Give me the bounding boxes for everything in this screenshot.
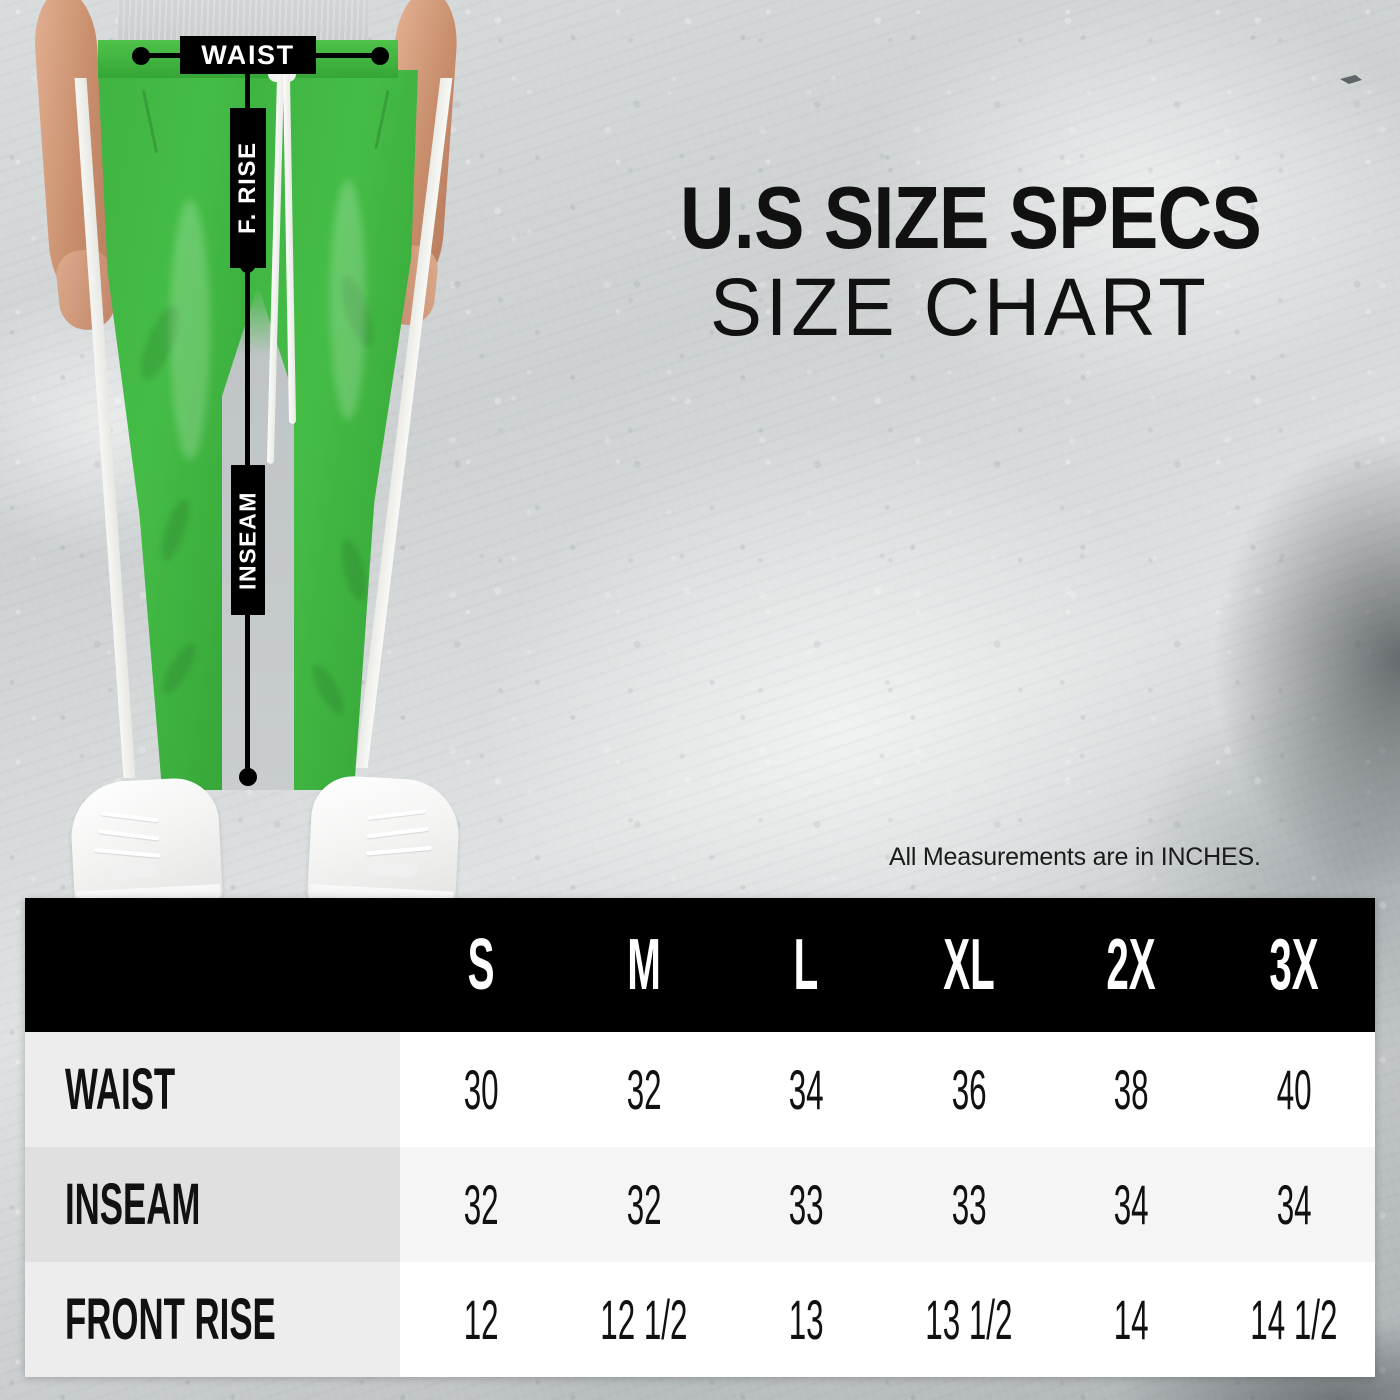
- table-header-row: S M L XL 2X 3X: [25, 898, 1375, 1032]
- cell-front-rise-s: 12: [400, 1262, 563, 1377]
- cell-inseam-2x: 34: [1050, 1147, 1213, 1262]
- row-label-text: INSEAM: [65, 1171, 201, 1237]
- cell-front-rise-2x: 14: [1050, 1262, 1213, 1377]
- cell-value: 32: [463, 1172, 499, 1236]
- cell-inseam-m: 32: [562, 1147, 725, 1262]
- fabric-highlight: [170, 200, 210, 460]
- header-cell-2x[interactable]: 2X: [1050, 898, 1213, 1032]
- cell-value: 13: [788, 1287, 824, 1351]
- cell-waist-l: 34: [725, 1032, 888, 1147]
- row-label-text: FRONT RISE: [65, 1286, 276, 1352]
- cell-inseam-l: 33: [725, 1147, 888, 1262]
- cell-value: 12: [463, 1287, 499, 1351]
- row-label-text: WAIST: [65, 1056, 176, 1122]
- waist-dot-left: [132, 47, 150, 65]
- cell-inseam-s: 32: [400, 1147, 563, 1262]
- header-label-xl: XL: [942, 925, 995, 1005]
- header-label-2x: 2X: [1106, 925, 1156, 1005]
- header-label-s: S: [467, 925, 495, 1005]
- cell-front-rise-l: 13: [725, 1262, 888, 1377]
- header-cell-s[interactable]: S: [400, 898, 563, 1032]
- header-label-l: L: [793, 925, 819, 1005]
- background-speck-icon: [1340, 75, 1362, 84]
- annotation-label-inseam: INSEAM: [231, 465, 265, 615]
- cell-value: 12 1/2: [600, 1287, 688, 1351]
- cell-value: 14 1/2: [1250, 1287, 1338, 1351]
- page-subtitle: SIZE CHART: [710, 262, 1210, 354]
- header-cell-m[interactable]: M: [562, 898, 725, 1032]
- annotation-label-f-rise: F. RISE: [230, 108, 266, 268]
- cell-value: 34: [1113, 1172, 1149, 1236]
- header-cell-corner: [25, 898, 400, 1032]
- cell-value: 32: [626, 1172, 662, 1236]
- cell-value: 40: [1276, 1057, 1312, 1121]
- header-label-m: M: [626, 925, 661, 1005]
- row-label-inseam: INSEAM: [25, 1147, 400, 1262]
- sneaker-logo-icon: [366, 861, 420, 878]
- right-sneaker: [306, 774, 462, 914]
- inseam-dot-bottom: [239, 768, 257, 786]
- size-chart-table: S M L XL 2X 3X WAIST 30 32 34 36 38 40 I…: [25, 898, 1375, 1377]
- fabric-highlight: [330, 180, 366, 420]
- waist-dot-right: [371, 47, 389, 65]
- cell-front-rise-3x: 14 1/2: [1212, 1262, 1375, 1377]
- table-row: WAIST 30 32 34 36 38 40: [25, 1032, 1375, 1147]
- cell-value: 32: [626, 1057, 662, 1121]
- cell-waist-3x: 40: [1212, 1032, 1375, 1147]
- table-row: FRONT RISE 12 12 1/2 13 13 1/2 14 14 1/2: [25, 1262, 1375, 1377]
- header-cell-l[interactable]: L: [725, 898, 888, 1032]
- measurement-units-note: All Measurements are in INCHES.: [889, 843, 1261, 871]
- cell-waist-xl: 36: [887, 1032, 1050, 1147]
- cell-value: 38: [1113, 1057, 1149, 1121]
- cell-value: 36: [951, 1057, 987, 1121]
- cell-waist-2x: 38: [1050, 1032, 1213, 1147]
- sneaker-logo-icon: [107, 863, 160, 881]
- cell-value: 34: [788, 1057, 824, 1121]
- cell-waist-m: 32: [562, 1032, 725, 1147]
- header-cell-3x[interactable]: 3X: [1212, 898, 1375, 1032]
- cell-value: 34: [1276, 1172, 1312, 1236]
- cell-value: 33: [951, 1172, 987, 1236]
- cell-inseam-xl: 33: [887, 1147, 1050, 1262]
- cell-inseam-3x: 34: [1212, 1147, 1375, 1262]
- page-title-block: U.S SIZE SPECS SIZE CHART: [680, 168, 1380, 354]
- left-sneaker: [68, 776, 224, 914]
- cell-front-rise-xl: 13 1/2: [887, 1262, 1050, 1377]
- cell-waist-s: 30: [400, 1032, 563, 1147]
- header-label-3x: 3X: [1269, 925, 1319, 1005]
- row-label-front-rise: FRONT RISE: [25, 1262, 400, 1377]
- cell-value: 14: [1113, 1287, 1149, 1351]
- cell-front-rise-m: 12 1/2: [562, 1262, 725, 1377]
- page-title: U.S SIZE SPECS: [680, 168, 1262, 267]
- row-label-waist: WAIST: [25, 1032, 400, 1147]
- cell-value: 30: [463, 1057, 499, 1121]
- header-cell-xl[interactable]: XL: [887, 898, 1050, 1032]
- background-shadow-right: [1100, 380, 1400, 940]
- table-row: INSEAM 32 32 33 33 34 34: [25, 1147, 1375, 1262]
- cell-value: 13 1/2: [925, 1287, 1013, 1351]
- cell-value: 33: [788, 1172, 824, 1236]
- product-photo: [0, 0, 470, 930]
